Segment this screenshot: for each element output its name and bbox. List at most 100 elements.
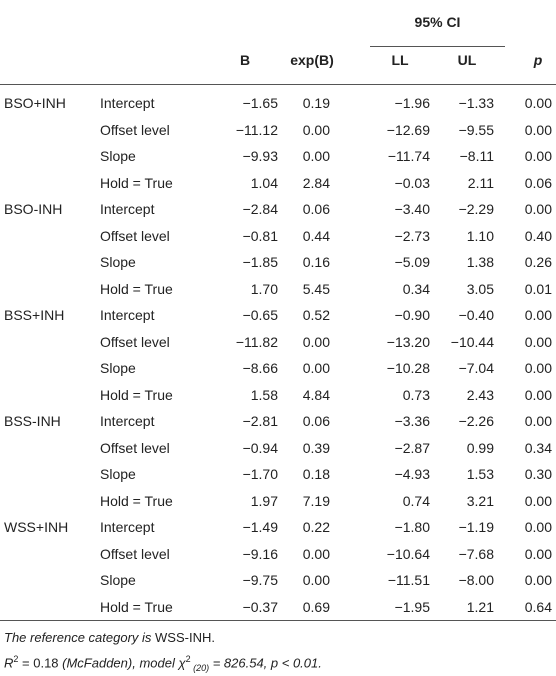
cell: 1.10 bbox=[466, 227, 494, 244]
cell: 0.19 bbox=[302, 95, 330, 111]
cell: −0.65 bbox=[242, 307, 278, 323]
cell: −11.12 bbox=[235, 121, 278, 138]
row-label: Slope bbox=[100, 360, 136, 376]
cell: 0.00 bbox=[524, 360, 552, 376]
column-header: LL bbox=[391, 52, 409, 68]
cell: 3.05 bbox=[466, 280, 494, 297]
cell: −8.00 bbox=[458, 572, 494, 588]
cell: 0.00 bbox=[524, 307, 552, 323]
cell: 0.39 bbox=[302, 439, 330, 456]
cell: 0.00 bbox=[302, 545, 330, 562]
row-label: Slope bbox=[100, 466, 136, 482]
cell: −12.69 bbox=[386, 121, 430, 138]
group-label: WSS+INH bbox=[4, 519, 69, 535]
row-label: Slope bbox=[100, 148, 136, 164]
cell: −7.68 bbox=[458, 545, 494, 562]
row-label: Offset level bbox=[100, 545, 170, 562]
cell: −13.20 bbox=[386, 333, 430, 350]
group-label: BSS-INH bbox=[4, 413, 61, 429]
cell: −0.40 bbox=[458, 307, 494, 323]
row-label: Slope bbox=[100, 254, 136, 270]
cell: 1.38 bbox=[466, 254, 494, 270]
cell: −1.96 bbox=[394, 95, 430, 111]
cell: −9.16 bbox=[242, 545, 278, 562]
cell: 0.99 bbox=[466, 439, 494, 456]
footnote: R2 = 0.18 (McFadden), model χ2 (20) = 82… bbox=[4, 654, 322, 673]
row-label: Intercept bbox=[100, 307, 155, 323]
cell: 7.19 bbox=[302, 492, 330, 509]
cell: −7.04 bbox=[458, 360, 494, 376]
cell: 0.06 bbox=[302, 413, 330, 429]
group-label: BSO+INH bbox=[4, 95, 66, 111]
footnote-text: = 826.54, bbox=[209, 655, 271, 671]
row-label: Hold = True bbox=[100, 598, 173, 615]
cell: −11.51 bbox=[387, 572, 430, 588]
cell: 0.00 bbox=[302, 121, 330, 138]
cell: −10.44 bbox=[450, 333, 494, 350]
cell: 1.97 bbox=[250, 492, 278, 509]
column-header: p bbox=[533, 52, 543, 68]
row-label: Offset level bbox=[100, 439, 170, 456]
cell: −2.84 bbox=[242, 201, 278, 217]
column-header: UL bbox=[457, 52, 477, 68]
cell: −8.11 bbox=[459, 148, 494, 164]
cell: 0.00 bbox=[302, 333, 330, 350]
cell: −0.81 bbox=[242, 227, 278, 244]
cell: 0.00 bbox=[302, 360, 330, 376]
cell: −1.95 bbox=[394, 598, 430, 615]
cell: 0.00 bbox=[302, 572, 330, 588]
cell: −1.70 bbox=[242, 466, 278, 482]
cell: −8.66 bbox=[242, 360, 278, 376]
cell: 0.74 bbox=[402, 492, 430, 509]
cell: 1.21 bbox=[466, 598, 494, 615]
cell: −5.09 bbox=[394, 254, 430, 270]
cell: 0.00 bbox=[524, 201, 552, 217]
cell: 0.34 bbox=[402, 280, 430, 297]
row-label: Offset level bbox=[100, 227, 170, 244]
cell: 0.73 bbox=[402, 386, 430, 403]
footnote-text: The reference category is bbox=[4, 630, 156, 645]
cell: 0.34 bbox=[524, 439, 552, 456]
footnote-text: (20) bbox=[190, 662, 210, 673]
cell: 2.43 bbox=[466, 386, 494, 403]
footnote-text: 2 bbox=[185, 654, 191, 664]
cell: 0.00 bbox=[302, 148, 330, 164]
row-label: Hold = True bbox=[100, 492, 173, 509]
cell: −4.93 bbox=[394, 466, 430, 482]
cell: −0.90 bbox=[394, 307, 430, 323]
row-label: Offset level bbox=[100, 121, 170, 138]
cell: 0.64 bbox=[524, 598, 552, 615]
row-label: Hold = True bbox=[100, 174, 173, 191]
cell: 0.16 bbox=[302, 254, 330, 270]
row-label: Slope bbox=[100, 572, 136, 588]
cell: 1.04 bbox=[250, 174, 278, 191]
cell: −11.74 bbox=[387, 148, 430, 164]
cell: 3.21 bbox=[466, 492, 494, 509]
cell: 2.84 bbox=[302, 174, 330, 191]
row-label: Intercept bbox=[100, 201, 155, 217]
cell: −2.29 bbox=[458, 201, 494, 217]
row-label: Intercept bbox=[100, 413, 155, 429]
cell: −0.03 bbox=[394, 174, 430, 191]
cell: 0.40 bbox=[524, 227, 552, 244]
cell: 0.22 bbox=[302, 519, 330, 535]
cell: 2.11 bbox=[467, 174, 494, 191]
cell: 0.69 bbox=[302, 598, 330, 615]
cell: 0.00 bbox=[524, 121, 552, 138]
cell: 4.84 bbox=[302, 386, 330, 403]
cell: 0.00 bbox=[524, 148, 552, 164]
cell: −2.26 bbox=[458, 413, 494, 429]
cell: −3.36 bbox=[394, 413, 430, 429]
group-label: BSO-INH bbox=[4, 201, 63, 217]
cell: 0.00 bbox=[524, 95, 552, 111]
column-header: exp(B) bbox=[290, 52, 334, 68]
cell: −1.49 bbox=[242, 519, 278, 535]
cell: −1.65 bbox=[242, 95, 278, 111]
cell: −2.81 bbox=[242, 413, 278, 429]
cell: −11.82 bbox=[235, 333, 278, 350]
rule bbox=[0, 84, 556, 85]
cell: 0.44 bbox=[302, 227, 330, 244]
cell: 0.30 bbox=[524, 466, 552, 482]
cell: −9.75 bbox=[242, 572, 278, 588]
